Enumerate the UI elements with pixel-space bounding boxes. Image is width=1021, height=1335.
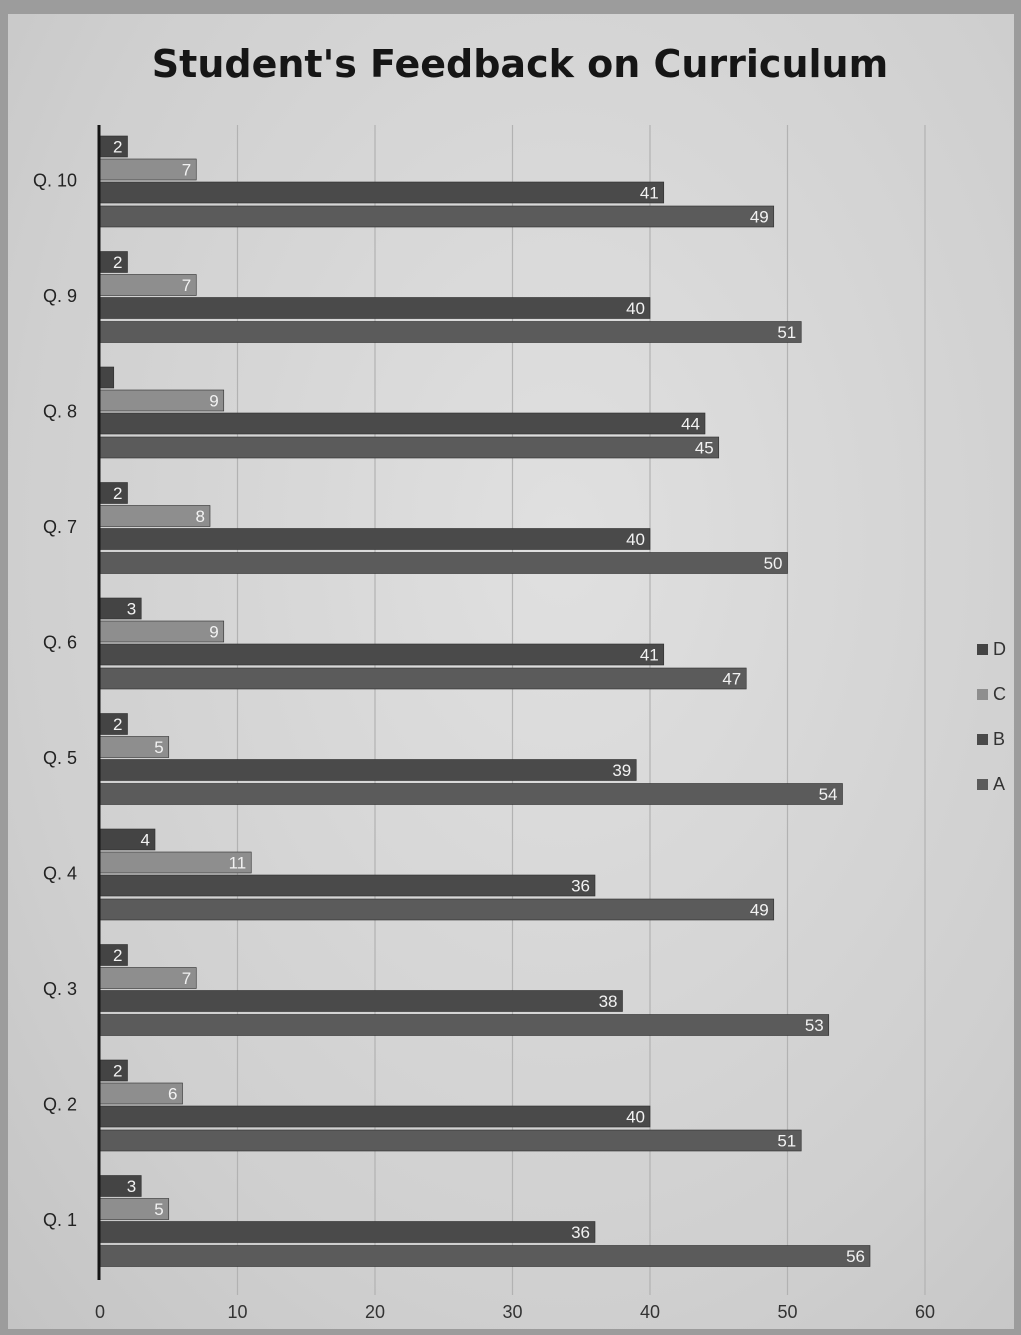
bar-a [99,898,775,921]
bar-a [99,1014,830,1036]
x-tick-label: 30 [502,1302,522,1322]
x-tick-label: 0 [95,1302,105,1322]
data-label: 47 [722,670,741,689]
bar-a [99,1245,871,1267]
data-label: 36 [571,877,590,896]
legend-swatch-b [977,734,988,745]
category-label: Q. 6 [43,633,77,653]
bar-c [99,620,225,643]
data-label: 45 [695,439,714,458]
legend-label-c: C [993,684,1006,704]
x-tick-label: 40 [640,1302,660,1322]
bar-b [99,1221,596,1243]
category-label: Q. 2 [43,1095,77,1115]
bar-c [99,389,225,412]
data-label: 9 [209,623,218,642]
category-label: Q. 1 [43,1210,77,1230]
bar-b [99,759,637,781]
data-label: 51 [777,1132,796,1151]
legend-label-b: B [993,729,1005,749]
category-label: Q. 10 [33,171,77,191]
bar-c [99,505,211,527]
data-label: 50 [764,554,783,573]
category-label: Q. 9 [43,286,77,306]
bar-b [99,297,651,319]
legend-swatch-d [977,644,988,655]
bar-b [99,528,651,550]
category-label: Q. 5 [43,748,77,768]
data-label: 39 [612,761,631,780]
bar-a [99,205,775,228]
data-label: 41 [640,184,659,203]
chart-title: Student's Feedback on Curriculum [151,42,889,86]
data-label: 44 [681,415,700,434]
data-label: 5 [154,1200,163,1219]
data-label: 54 [819,785,838,804]
bar-a [99,1129,802,1152]
data-label: 2 [113,484,122,503]
data-label: 38 [599,992,618,1011]
bar-a [99,436,720,459]
data-label: 9 [209,392,218,411]
legend-label-a: A [993,774,1005,794]
data-label: 40 [626,299,645,318]
data-label: 40 [626,1108,645,1127]
category-label: Q. 4 [43,864,77,884]
data-label: 2 [113,715,122,734]
bar-b [99,181,665,204]
data-label: 56 [846,1247,865,1266]
bar-a [99,552,788,574]
data-label: 36 [571,1223,590,1242]
bar-a [99,783,843,805]
data-label: 41 [640,646,659,665]
data-label: 8 [196,507,205,526]
x-tick-label: 50 [777,1302,797,1322]
x-tick-label: 10 [227,1302,247,1322]
category-label: Q. 8 [43,402,77,422]
data-label: 5 [154,738,163,757]
bar-b [99,1105,651,1128]
data-label: 7 [182,276,191,295]
x-tick-label: 60 [915,1302,935,1322]
bar-b [99,990,623,1012]
data-label: 40 [626,530,645,549]
bar-b [99,874,596,897]
bar-a [99,667,747,690]
x-tick-label: 20 [365,1302,385,1322]
bar-b [99,643,665,666]
data-label: 53 [805,1016,824,1035]
category-label: Q. 3 [43,979,77,999]
data-label: 7 [182,161,191,180]
bar-b [99,412,706,435]
data-label: 11 [229,854,247,873]
data-label: 6 [168,1085,177,1104]
data-label: 3 [127,1177,136,1196]
bar-d [99,366,115,389]
data-label: 51 [777,323,796,342]
data-label: 2 [113,138,122,157]
bar-a [99,321,802,343]
data-label: 49 [750,901,769,920]
category-label: Q. 7 [43,517,77,537]
data-label: 49 [750,208,769,227]
data-label: 7 [182,969,191,988]
legend-label-d: D [993,639,1006,659]
data-label: 2 [113,946,122,965]
data-label: 2 [113,253,122,272]
data-label: 3 [127,600,136,619]
data-label: 4 [141,831,150,850]
legend-swatch-a [977,779,988,790]
legend-swatch-c [977,689,988,700]
data-label: 2 [113,1062,122,1081]
